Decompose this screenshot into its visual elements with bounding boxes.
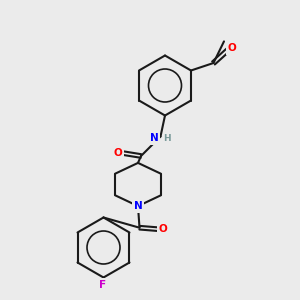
Text: O: O <box>227 43 236 53</box>
Text: H: H <box>163 134 171 143</box>
Text: O: O <box>158 224 167 234</box>
Text: F: F <box>99 280 106 290</box>
Text: N: N <box>134 201 142 211</box>
Text: N: N <box>150 133 159 143</box>
Text: O: O <box>113 148 122 158</box>
